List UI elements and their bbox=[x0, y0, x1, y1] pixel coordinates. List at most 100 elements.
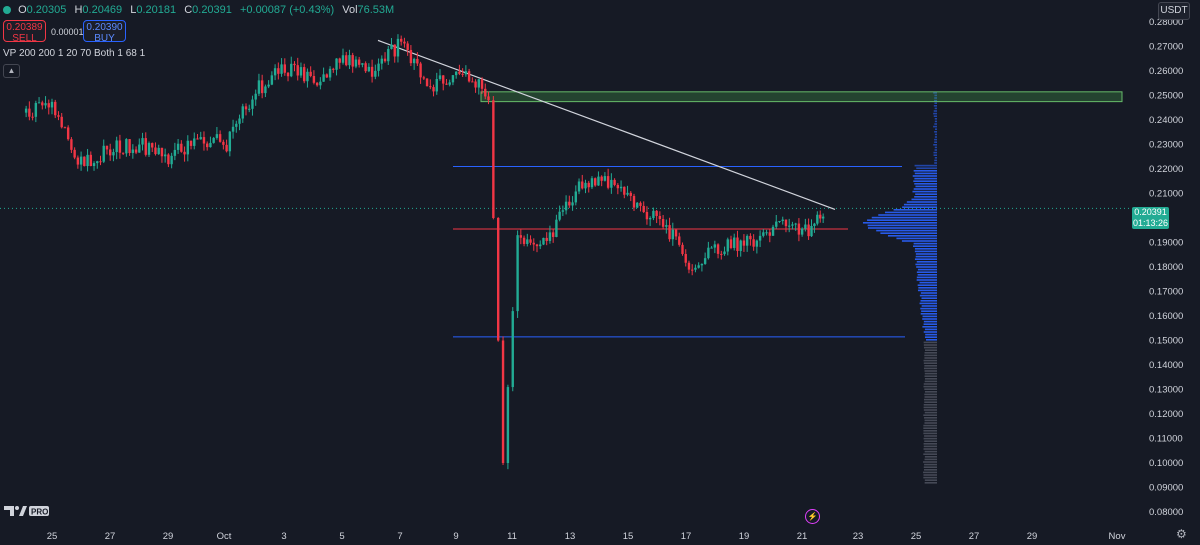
candle-body bbox=[740, 241, 742, 251]
candle-body bbox=[455, 72, 457, 75]
volume-profile-bar bbox=[933, 126, 937, 128]
price-tick-label: 0.18000 bbox=[1149, 262, 1183, 273]
volume-profile-bar bbox=[923, 472, 937, 474]
lightning-icon[interactable]: ⚡ bbox=[805, 509, 820, 524]
chevron-up-icon[interactable]: ▲ bbox=[3, 64, 20, 78]
candle-body bbox=[180, 144, 182, 152]
candle-body bbox=[449, 82, 451, 84]
price-chart[interactable] bbox=[0, 0, 1145, 525]
volume-profile-bar bbox=[918, 287, 937, 289]
volume-profile-bar bbox=[935, 157, 937, 159]
volume-profile-bar bbox=[920, 303, 937, 305]
volume-profile-bar bbox=[933, 113, 937, 115]
candle-body bbox=[426, 79, 428, 87]
candle-body bbox=[461, 74, 463, 75]
volume-profile-bar bbox=[920, 308, 937, 310]
drawings-layer[interactable] bbox=[378, 40, 1122, 336]
candle-body bbox=[743, 241, 745, 246]
candle-body bbox=[746, 236, 748, 246]
candle-body bbox=[93, 163, 95, 166]
candle-body bbox=[271, 75, 273, 84]
candle-body bbox=[274, 68, 276, 75]
trendline[interactable] bbox=[378, 40, 835, 209]
volume-profile-bar bbox=[913, 175, 937, 177]
tradingview-logo[interactable]: PRO bbox=[4, 504, 50, 521]
volume-profile-bar bbox=[911, 199, 937, 201]
price-tick-label: 0.24000 bbox=[1149, 115, 1183, 126]
volume-profile-bar bbox=[925, 329, 937, 331]
price-axis[interactable]: 0.28000 0.27000 0.26000 0.25000 0.24000 0.230… bbox=[1145, 0, 1200, 525]
volume-profile-bar bbox=[923, 474, 937, 476]
volume-profile-bar bbox=[924, 440, 937, 442]
candle-body bbox=[772, 227, 774, 236]
buy-button[interactable]: 0.20390 BUY bbox=[83, 20, 126, 42]
candle-body bbox=[119, 140, 121, 152]
candle-body bbox=[339, 59, 341, 63]
candle-body bbox=[190, 141, 192, 146]
candle-body bbox=[581, 182, 583, 189]
candle-body bbox=[158, 148, 160, 154]
currency-selector[interactable]: USDT bbox=[1158, 2, 1190, 20]
gear-icon[interactable]: ⚙ bbox=[1176, 527, 1187, 541]
sell-price: 0.20389 bbox=[4, 22, 45, 33]
candle-body bbox=[135, 150, 137, 153]
candle-body bbox=[730, 239, 732, 248]
candle-body bbox=[264, 86, 266, 93]
candle-body bbox=[497, 218, 499, 341]
volume-profile-bar bbox=[934, 105, 937, 107]
candle-body bbox=[284, 64, 286, 72]
candle-body bbox=[25, 109, 27, 113]
candle-body bbox=[138, 145, 140, 153]
volume-profile-bar bbox=[934, 131, 937, 133]
volume-profile-bar bbox=[922, 326, 937, 328]
candle-body bbox=[209, 143, 211, 147]
candle-body bbox=[487, 96, 489, 100]
candle-body bbox=[691, 270, 693, 271]
candle-body bbox=[756, 241, 758, 247]
volume-profile-bar bbox=[914, 196, 937, 198]
candle-body bbox=[77, 158, 79, 165]
candle-body bbox=[335, 59, 337, 70]
candle-body bbox=[109, 149, 111, 155]
resistance-zone[interactable] bbox=[481, 92, 1122, 102]
volume-profile-bar bbox=[925, 451, 937, 453]
indicator-label[interactable]: VP 200 200 1 20 70 Both 1 68 1 bbox=[3, 48, 145, 59]
volume-profile-bar bbox=[925, 412, 937, 414]
candle-body bbox=[96, 161, 98, 163]
current-price-label: 0.20391 01:13:26 bbox=[1132, 207, 1169, 229]
bar-countdown: 01:13:26 bbox=[1132, 218, 1169, 229]
candle-body bbox=[225, 145, 227, 151]
candle-body bbox=[623, 187, 625, 195]
candle-body bbox=[484, 89, 486, 97]
candle-body bbox=[99, 161, 101, 162]
volume-profile-bar bbox=[935, 136, 937, 138]
time-axis[interactable]: 25 27 29 Oct 3 5 7 9 11 13 15 17 19 21 23 25 27 29 Nov bbox=[0, 525, 1145, 545]
close-label: C bbox=[184, 4, 192, 16]
candle-body bbox=[678, 236, 680, 244]
volume-profile-bar bbox=[935, 128, 937, 130]
candle-body bbox=[604, 176, 606, 181]
sell-button[interactable]: 0.20389 SELL bbox=[3, 20, 46, 42]
volume-profile-bar bbox=[925, 334, 937, 336]
candle-body bbox=[636, 203, 638, 208]
time-tick-label: Oct bbox=[217, 531, 232, 542]
volume-profile-bar bbox=[907, 201, 937, 203]
candle-body bbox=[445, 84, 447, 85]
price-tick-label: 0.22000 bbox=[1149, 164, 1183, 175]
candle-body bbox=[258, 80, 260, 93]
candle-body bbox=[51, 102, 53, 108]
volume-profile-bar bbox=[935, 118, 937, 120]
candle-body bbox=[177, 144, 179, 150]
volume-profile-bar bbox=[918, 269, 937, 271]
candle-body bbox=[568, 202, 570, 206]
candle-body bbox=[300, 67, 302, 75]
time-tick-label: 13 bbox=[565, 531, 576, 542]
candle-body bbox=[329, 69, 331, 78]
candle-body bbox=[704, 258, 706, 264]
candle-body bbox=[546, 238, 548, 241]
high-value: 0.20469 bbox=[82, 4, 122, 16]
volume-profile-bar bbox=[913, 180, 937, 182]
candle-body bbox=[238, 119, 240, 124]
volume-profile-bar bbox=[915, 165, 937, 167]
volume-profile-bar bbox=[915, 251, 937, 253]
